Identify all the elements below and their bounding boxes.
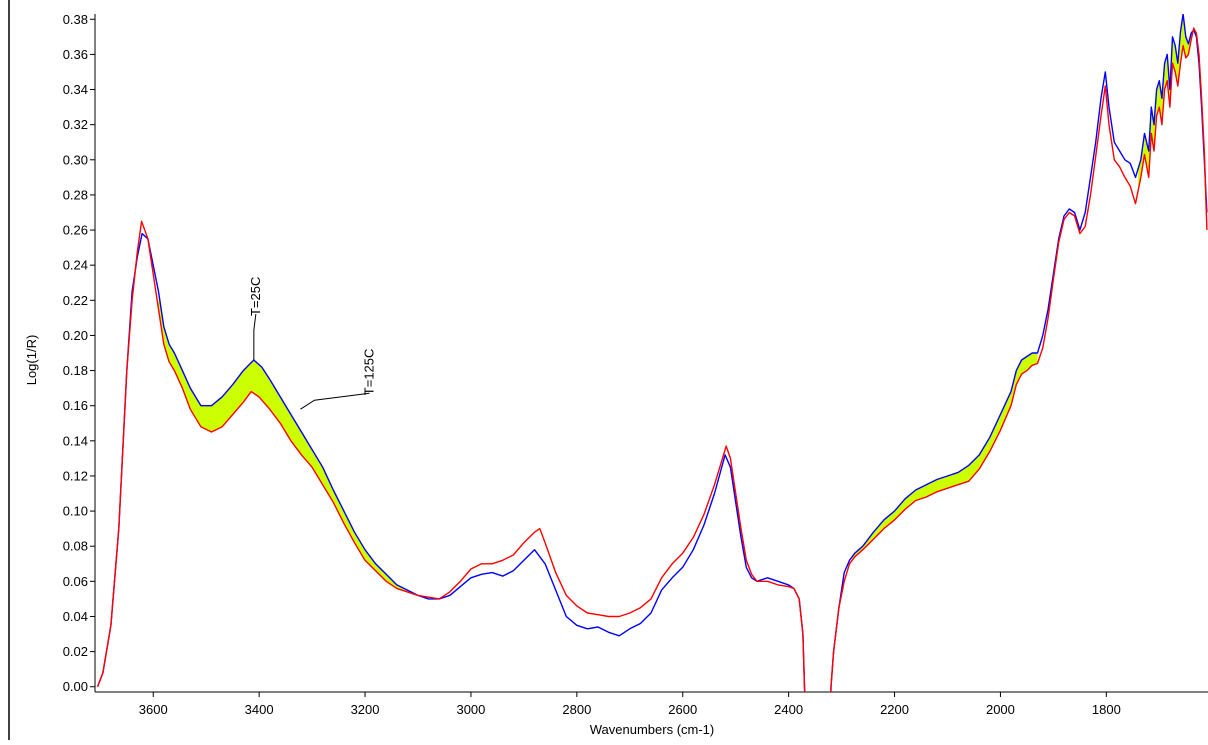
x-tick-label: 2200 <box>880 702 909 717</box>
difference-fill-0 <box>158 291 408 592</box>
x-tick-label: 2000 <box>986 702 1015 717</box>
axes: 0.00 0.02 0.04 0.06 0.08 0.10 0.12 0.14 0.16 0.18… <box>63 12 1121 717</box>
y-tick-label: 0.10 <box>63 504 88 519</box>
y-tick-label: 0.26 <box>63 223 88 238</box>
y-tick-label: 0.20 <box>63 328 88 343</box>
y-tick-label: 0.22 <box>63 293 88 308</box>
difference-fill-1 <box>852 353 1038 561</box>
series-line-t-25c <box>96 232 806 692</box>
y-tick-label: 0.06 <box>63 574 88 589</box>
x-tick-label: 3200 <box>351 702 380 717</box>
x-tick-label: 3600 <box>139 702 168 717</box>
annotation-label-0: T=25C <box>248 277 263 316</box>
y-tick-label: 0.14 <box>63 433 88 448</box>
y-tick-label: 0.04 <box>63 609 88 624</box>
x-tick-label: 2800 <box>562 702 591 717</box>
y-tick-label: 0.18 <box>63 363 88 378</box>
annotation-leader-0 <box>253 313 257 361</box>
y-tick-label: 0.32 <box>63 117 88 132</box>
x-tick-label: 1800 <box>1092 702 1121 717</box>
y-tick-label: 0.24 <box>63 258 88 273</box>
y-tick-label: 0.00 <box>63 679 88 694</box>
difference-fill-layer <box>158 17 1199 592</box>
x-tick-label: 3000 <box>456 702 485 717</box>
y-tick-label: 0.08 <box>63 539 88 554</box>
series-line-layer <box>96 14 1208 692</box>
y-tick-label: 0.12 <box>63 468 88 483</box>
x-tick-label: 3400 <box>245 702 274 717</box>
x-tick-label: 2400 <box>774 702 803 717</box>
annotations: T=25C T=125C <box>248 277 376 410</box>
series-line-segment-2 <box>830 14 1208 692</box>
y-tick-label: 0.30 <box>63 152 88 167</box>
series-line-t-125c <box>96 220 806 692</box>
y-tick-label: 0.34 <box>63 82 88 97</box>
x-axis-label: Wavenumbers (cm-1) <box>590 722 714 737</box>
y-tick-label: 0.36 <box>63 47 88 62</box>
y-tick-label: 0.16 <box>63 398 88 413</box>
y-tick-label: 0.28 <box>63 187 88 202</box>
series-line-segment-3 <box>830 27 1208 692</box>
y-axis-label: Log(1/R) <box>24 335 39 386</box>
y-tick-label: 0.38 <box>63 12 88 27</box>
annotation-leader-1 <box>300 392 370 410</box>
x-tick-label: 2600 <box>668 702 697 717</box>
annotation-label-1: T=125C <box>361 349 376 396</box>
y-tick-label: 0.02 <box>63 644 88 659</box>
